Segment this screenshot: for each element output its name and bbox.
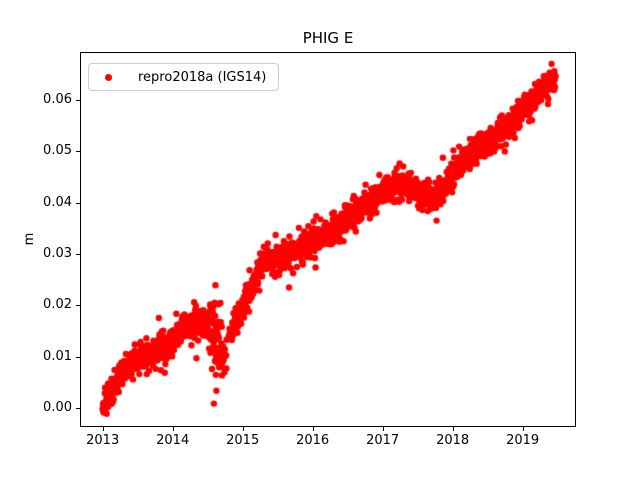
y-tick-mark <box>76 356 80 358</box>
x-tick-label: 2018 <box>436 433 470 448</box>
y-tick-label: 0.03 <box>43 246 72 261</box>
x-tick-mark <box>102 427 104 431</box>
x-tick-mark <box>312 427 314 431</box>
x-tick-mark <box>452 427 454 431</box>
x-tick-label: 2014 <box>156 433 190 448</box>
y-tick-mark <box>76 254 80 255</box>
x-tick-label: 2013 <box>86 433 120 448</box>
legend-marker-dot <box>105 73 112 81</box>
y-tick-label: 0.00 <box>43 400 72 415</box>
y-tick-mark <box>76 202 80 204</box>
x-tick-mark <box>242 427 244 431</box>
y-tick-mark <box>76 99 80 101</box>
x-tick-mark <box>172 427 174 431</box>
y-tick-mark <box>76 151 80 153</box>
chart-title: PHIG E <box>302 29 354 47</box>
y-tick-mark <box>76 305 80 307</box>
legend-series-label: repro2018a (IGS14) <box>138 69 267 85</box>
x-tick-label: 2017 <box>366 433 400 448</box>
x-tick-label: 2016 <box>296 433 330 448</box>
legend: repro2018a (IGS14) <box>88 63 279 91</box>
x-tick-label: 2019 <box>506 433 540 448</box>
scatter-plot-canvas <box>80 52 576 427</box>
y-tick-mark <box>76 408 80 409</box>
y-tick-label: 0.06 <box>43 91 72 107</box>
x-tick-label: 2015 <box>226 433 260 448</box>
y-tick-label: 0.05 <box>43 143 72 159</box>
y-tick-label: 0.02 <box>43 297 72 313</box>
y-tick-label: 0.04 <box>43 194 72 210</box>
y-tick-label: 0.01 <box>43 348 72 364</box>
x-tick-mark <box>382 427 384 431</box>
x-tick-mark <box>522 427 524 431</box>
